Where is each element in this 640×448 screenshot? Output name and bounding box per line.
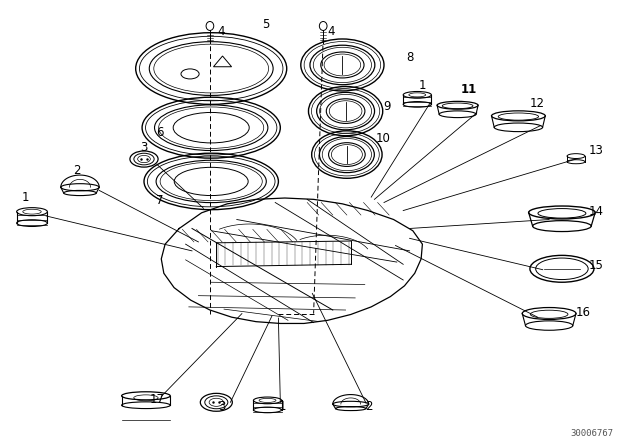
Text: 1: 1	[419, 78, 426, 92]
Text: 3: 3	[140, 141, 148, 155]
Text: 5: 5	[262, 18, 269, 31]
Text: 9: 9	[383, 100, 390, 113]
Text: 1: 1	[278, 400, 286, 413]
Text: 4: 4	[328, 25, 335, 38]
Text: 2: 2	[73, 164, 81, 177]
Text: 17: 17	[150, 393, 165, 406]
Text: 4: 4	[217, 25, 225, 38]
Text: 3: 3	[218, 400, 225, 413]
Text: 7: 7	[156, 194, 163, 207]
Text: 16: 16	[576, 306, 591, 319]
Text: 2: 2	[365, 400, 372, 413]
Text: 13: 13	[589, 143, 604, 157]
Text: 15: 15	[589, 258, 604, 272]
Text: 11: 11	[460, 83, 477, 96]
Text: 10: 10	[376, 132, 390, 146]
Text: 14: 14	[589, 205, 604, 218]
Text: 30006767: 30006767	[570, 429, 613, 438]
Text: 6: 6	[156, 125, 163, 139]
Text: 1: 1	[22, 190, 29, 204]
Text: 8: 8	[406, 51, 414, 64]
Text: 12: 12	[530, 97, 545, 111]
